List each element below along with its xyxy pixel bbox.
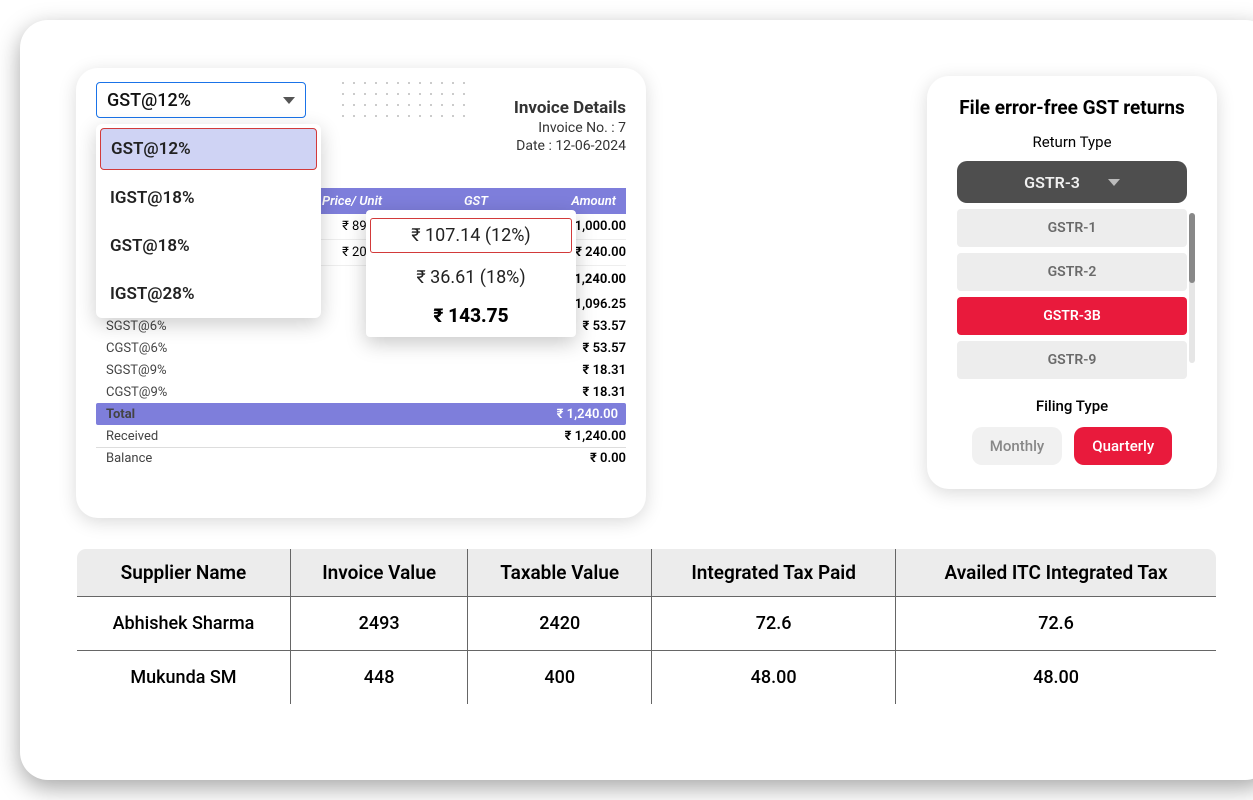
gst-popup-total: ₹ 143.75 — [366, 296, 576, 331]
gst-option[interactable]: IGST@28% — [96, 270, 321, 318]
summary-total: Total ₹ 1,240.00 — [96, 403, 626, 425]
gst-popup-row: ₹ 107.14 (12%) — [370, 218, 572, 253]
filing-title: File error-free GST returns — [945, 96, 1199, 119]
scrollbar-thumb[interactable] — [1189, 213, 1195, 283]
gst-option[interactable]: IGST@18% — [96, 174, 321, 222]
chevron-down-icon — [283, 97, 295, 104]
gst-dropdown-area: GST@12% GST@12% IGST@18% GST@18% IGST@28… — [96, 82, 311, 118]
invoice-panel: GST@12% GST@12% IGST@18% GST@18% IGST@28… — [76, 68, 646, 518]
return-type-option[interactable]: GSTR-2 — [957, 253, 1187, 291]
return-type-select[interactable]: GSTR-3 — [957, 161, 1187, 203]
col-invoice-value: Invoice Value — [290, 549, 467, 597]
chevron-down-icon — [1108, 179, 1120, 186]
monthly-button[interactable]: Monthly — [972, 427, 1062, 465]
quarterly-button[interactable]: Quarterly — [1074, 427, 1172, 465]
summary-balance: Balance ₹ 0.00 — [96, 447, 626, 469]
table-row: Abhishek Sharma 2493 2420 72.6 72.6 — [77, 597, 1217, 651]
filing-type-label: Filing Type — [945, 397, 1199, 415]
col-amount: Amount — [516, 194, 626, 209]
summary-row: CGST@9% ₹ 18.31 — [96, 381, 626, 403]
gst-option[interactable]: GST@12% — [100, 128, 317, 170]
scrollbar[interactable] — [1189, 213, 1195, 363]
col-gst: GST — [396, 194, 516, 209]
invoice-title: Invoice Details — [514, 98, 626, 118]
filing-type-buttons: Monthly Quarterly — [945, 427, 1199, 465]
gst-dropdown-list: GST@12% IGST@18% GST@18% IGST@28% — [96, 124, 321, 318]
summary-received: Received ₹ 1,240.00 — [96, 425, 626, 447]
return-type-option[interactable]: GSTR-3B — [957, 297, 1187, 335]
return-type-option[interactable]: GSTR-9 — [957, 341, 1187, 379]
summary-row: SGST@9% ₹ 18.31 — [96, 359, 626, 381]
gst-option[interactable]: GST@18% — [96, 222, 321, 270]
invoice-date: Date : 12-06-2024 — [514, 138, 626, 154]
table-row: Mukunda SM 448 400 48.00 48.00 — [77, 651, 1217, 705]
supplier-table-header-row: Supplier Name Invoice Value Taxable Valu… — [77, 549, 1217, 597]
gst-select[interactable]: GST@12% — [96, 82, 306, 118]
invoice-details: Invoice Details Invoice No. : 7 Date : 1… — [514, 98, 626, 156]
gst-popup-row: ₹ 36.61 (18%) — [366, 259, 576, 296]
summary-row: CGST@6% ₹ 53.57 — [96, 337, 626, 359]
gst-breakdown-popup: ₹ 107.14 (12%) ₹ 36.61 (18%) ₹ 143.75 — [366, 210, 576, 337]
col-taxable-value: Taxable Value — [468, 549, 652, 597]
top-row: GST@12% GST@12% IGST@18% GST@18% IGST@28… — [76, 68, 1217, 518]
dot-grid-decoration — [342, 82, 468, 120]
return-type-option[interactable]: GSTR-1 — [957, 209, 1187, 247]
filing-card: File error-free GST returns Return Type … — [927, 76, 1217, 489]
supplier-table: Supplier Name Invoice Value Taxable Valu… — [76, 548, 1217, 705]
col-integrated-tax: Integrated Tax Paid — [652, 549, 896, 597]
gst-select-value: GST@12% — [107, 90, 191, 111]
invoice-number: Invoice No. : 7 — [514, 120, 626, 136]
return-type-label: Return Type — [945, 133, 1199, 151]
col-supplier-name: Supplier Name — [77, 549, 291, 597]
app-frame: GST@12% GST@12% IGST@18% GST@18% IGST@28… — [20, 20, 1253, 780]
return-type-value: GSTR-3 — [1024, 173, 1080, 192]
col-availed-itc: Availed ITC Integrated Tax — [896, 549, 1217, 597]
return-type-list: GSTR-1 GSTR-2 GSTR-3B GSTR-9 — [957, 209, 1187, 379]
